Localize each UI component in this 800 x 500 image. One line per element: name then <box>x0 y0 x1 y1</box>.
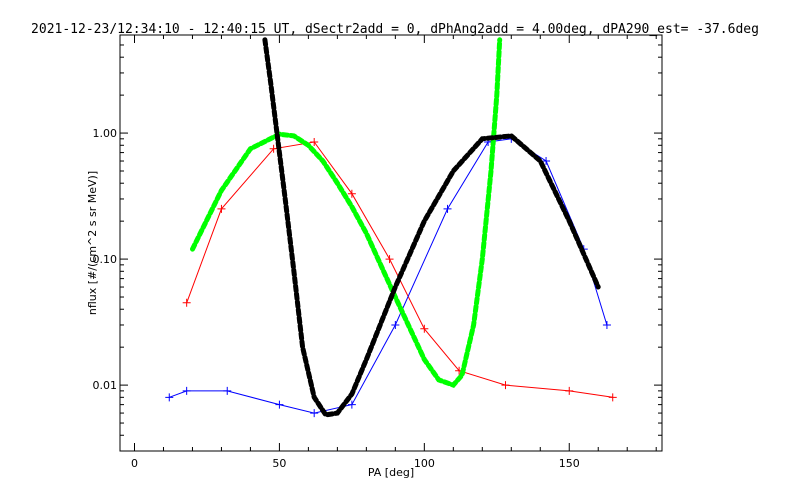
series-1-point <box>391 320 400 329</box>
series-0-point <box>420 324 429 333</box>
series-0-point <box>565 386 574 395</box>
series-1-point <box>223 386 232 395</box>
series-1-point <box>165 393 174 402</box>
series-1-point <box>347 400 356 409</box>
chart-title: 2021-12-23/12:34:10 - 12:40:15 UT, dSect… <box>31 22 759 37</box>
x-tick-label: 50 <box>272 457 286 470</box>
series-0-point <box>182 298 191 307</box>
series-2-line <box>190 37 503 389</box>
x-tick-label: 150 <box>559 457 580 470</box>
series-3-line <box>262 37 601 418</box>
y-axis-label: nflux [#/(cm^2 s sr MeV)] <box>86 171 99 315</box>
series-0-point <box>217 204 226 213</box>
series-1-point <box>443 204 452 213</box>
series-0-point <box>501 381 510 390</box>
series-1-point <box>542 157 551 166</box>
series-0-point <box>310 137 319 146</box>
axes: 0 50 100 150 0.01 0.10 1.00 <box>93 34 662 470</box>
x-tick-label: 100 <box>414 457 435 470</box>
series-0-point <box>347 189 356 198</box>
series-0-point <box>269 144 278 153</box>
x-axis-label: PA [deg] <box>368 466 414 479</box>
x-tick-label: 0 <box>131 457 138 470</box>
series-1-point <box>602 320 611 329</box>
series-0-point <box>608 393 617 402</box>
series-1-point <box>310 409 319 418</box>
y-tick-label: 0.01 <box>93 379 118 392</box>
y-tick-label: 1.00 <box>93 127 118 140</box>
series-1-point <box>182 386 191 395</box>
series-1-point <box>275 400 284 409</box>
series-0-point <box>385 255 394 264</box>
y-tick-label: 0.10 <box>93 253 118 266</box>
plot-area <box>165 37 617 418</box>
plot-frame <box>119 34 663 452</box>
